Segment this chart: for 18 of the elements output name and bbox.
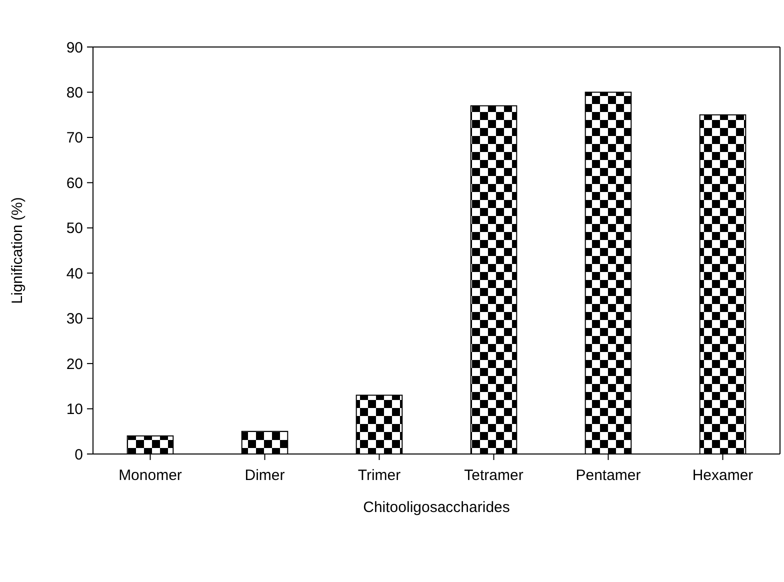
x-tick-label: Monomer: [118, 467, 182, 484]
x-tick-label: Tetramer: [464, 467, 524, 484]
y-tick-label: 90: [66, 39, 83, 56]
y-tick-label: 20: [66, 356, 83, 373]
y-tick-label: 40: [66, 265, 83, 282]
x-tick-label: Dimer: [244, 467, 285, 484]
x-tick-label: Hexamer: [692, 467, 754, 484]
y-tick-label: 60: [66, 174, 83, 192]
y-tick-label: 70: [66, 130, 83, 147]
x-tick-label: Trimer: [358, 467, 401, 484]
y-tick-label: 50: [66, 220, 83, 238]
y-tick-label: 0: [74, 446, 83, 464]
y-tick-label: 80: [66, 84, 83, 102]
y-axis-title: Lignification (%): [9, 197, 26, 304]
x-axis-title: Chitooligosaccharides: [363, 499, 510, 516]
y-tick-label: 30: [66, 310, 83, 328]
y-tick-label: 10: [66, 401, 83, 418]
x-tick-label: Pentamer: [576, 467, 641, 484]
